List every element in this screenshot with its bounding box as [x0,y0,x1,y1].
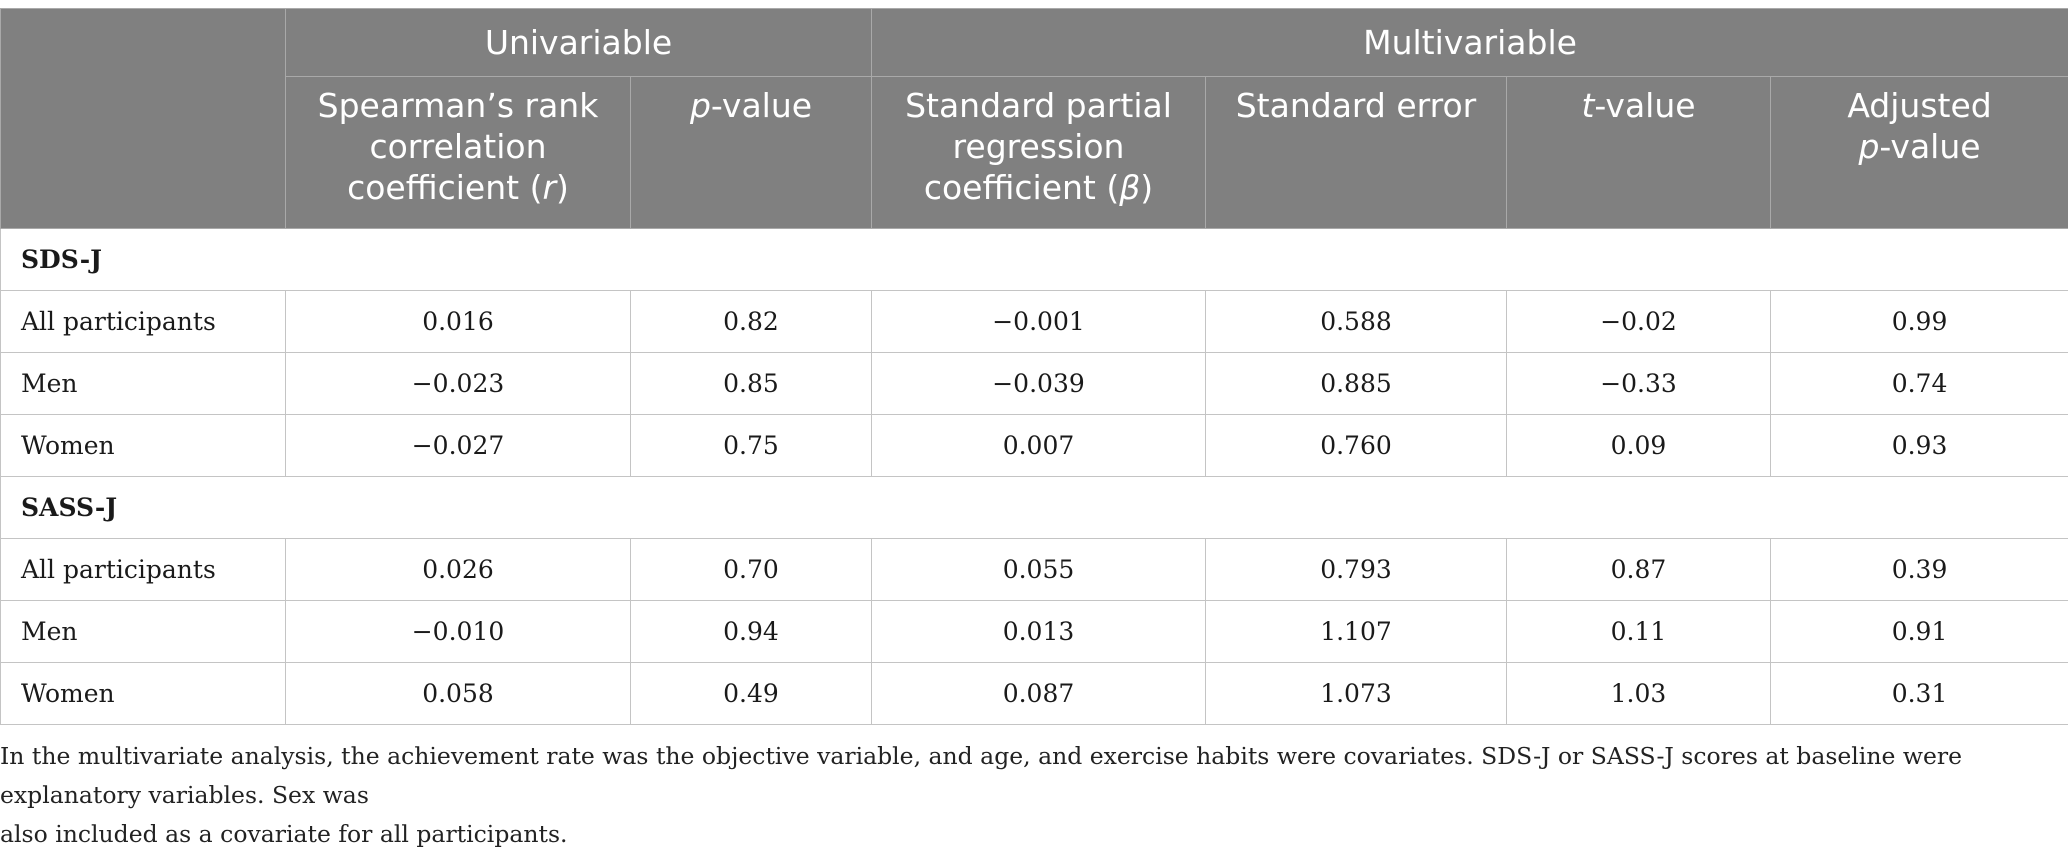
table-cell: 0.85 [631,353,872,415]
table-row: All participants 0.026 0.70 0.055 0.793 … [1,539,2068,601]
table-cell: 0.31 [1771,663,2068,725]
table-cell: 0.016 [286,291,631,353]
results-table: Univariable Multivariable Spearman’s ran… [0,8,2068,725]
spearman-header: Spearman’s rank correlation coefficient … [286,77,631,229]
table-row: Women 0.058 0.49 0.087 1.073 1.03 0.31 [1,663,2068,725]
table-cell: 0.93 [1771,415,2068,477]
beta-header: Standard partial regression coefficient … [872,77,1206,229]
table-cell: 0.75 [631,415,872,477]
column-header-row: Spearman’s rank correlation coefficient … [1,77,2068,229]
table-cell: 0.026 [286,539,631,601]
table-cell: 0.99 [1771,291,2068,353]
section-label: SASS-J [1,477,2068,539]
table-cell: 0.588 [1206,291,1507,353]
section-label: SDS-J [1,229,2068,291]
table-cell: 1.073 [1206,663,1507,725]
table-cell: −0.33 [1507,353,1771,415]
footnote-line-1: In the multivariate analysis, the achiev… [0,742,1962,809]
multivariable-header: Multivariable [872,9,2068,77]
row-label: All participants [1,539,286,601]
table-footnote: In the multivariate analysis, the achiev… [0,737,2060,854]
section-row-sds-j: SDS-J [1,229,2068,291]
table-header: Univariable Multivariable Spearman’s ran… [1,9,2068,229]
table-cell: 0.87 [1507,539,1771,601]
table-body: SDS-J All participants 0.016 0.82 −0.001… [1,229,2068,725]
table-cell: 0.09 [1507,415,1771,477]
table-cell: 0.11 [1507,601,1771,663]
tvalue-header: t-value [1507,77,1771,229]
univariable-header: Univariable [286,9,872,77]
row-label: Women [1,415,286,477]
table-cell: 0.058 [286,663,631,725]
table-row: Men −0.010 0.94 0.013 1.107 0.11 0.91 [1,601,2068,663]
table-cell: −0.023 [286,353,631,415]
table-cell: 0.087 [872,663,1206,725]
table-cell: 0.82 [631,291,872,353]
adjusted-pvalue-header: Adjusted p-value [1771,77,2068,229]
footnote-line-2: also included as a covariate for all par… [0,820,567,848]
row-label: Women [1,663,286,725]
header-corner-cell [1,9,286,229]
row-label: Men [1,353,286,415]
table-cell: −0.010 [286,601,631,663]
table-cell: 1.03 [1507,663,1771,725]
section-row-sass-j: SASS-J [1,477,2068,539]
table-cell: 0.007 [872,415,1206,477]
table-cell: −0.039 [872,353,1206,415]
table-cell: −0.02 [1507,291,1771,353]
row-label: All participants [1,291,286,353]
table-row: Men −0.023 0.85 −0.039 0.885 −0.33 0.74 [1,353,2068,415]
table-cell: 0.793 [1206,539,1507,601]
row-label: Men [1,601,286,663]
table-cell: 0.013 [872,601,1206,663]
table-cell: 0.885 [1206,353,1507,415]
table-row: Women −0.027 0.75 0.007 0.760 0.09 0.93 [1,415,2068,477]
table-cell: 0.91 [1771,601,2068,663]
table-cell: 0.39 [1771,539,2068,601]
table-cell: 0.760 [1206,415,1507,477]
standard-error-header: Standard error [1206,77,1507,229]
table-cell: −0.001 [872,291,1206,353]
table-cell: 0.055 [872,539,1206,601]
table-cell: −0.027 [286,415,631,477]
group-header-row: Univariable Multivariable [1,9,2068,77]
table-cell: 0.94 [631,601,872,663]
table-cell: 0.74 [1771,353,2068,415]
table-cell: 0.70 [631,539,872,601]
table-row: All participants 0.016 0.82 −0.001 0.588… [1,291,2068,353]
table-cell: 0.49 [631,663,872,725]
pvalue-header: p-value [631,77,872,229]
table-cell: 1.107 [1206,601,1507,663]
